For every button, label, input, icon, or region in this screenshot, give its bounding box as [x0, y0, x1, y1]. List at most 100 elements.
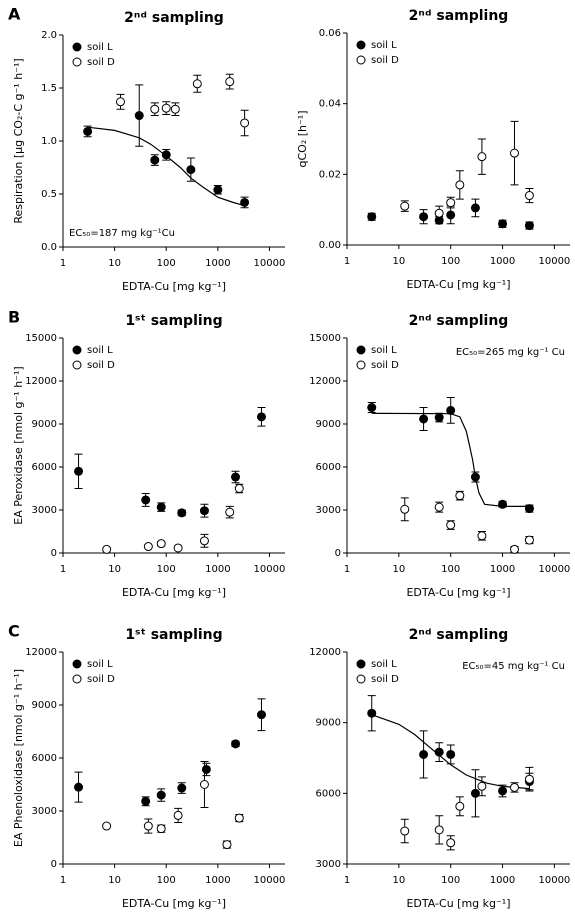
data-point — [213, 185, 223, 195]
y-tick-label: 0 — [51, 859, 57, 870]
y-tick-label: 2.0 — [41, 30, 57, 41]
y-tick-label: 9000 — [316, 718, 341, 729]
x-tick-label: 1 — [60, 875, 66, 886]
y-axis-title: Respiration [µg CO₂-C g⁻¹ h⁻¹] — [12, 58, 25, 223]
x-tick-label: 1000 — [205, 258, 230, 269]
annotation: EC₅₀=187 mg kg⁻¹Cu — [69, 228, 175, 239]
data-point — [161, 103, 171, 113]
x-tick-label: 10000 — [538, 564, 570, 575]
data-point — [199, 506, 209, 516]
chart-title: 1ˢᵗ sampling — [125, 627, 222, 643]
data-point — [446, 838, 456, 848]
data-point — [156, 502, 166, 512]
legend-marker — [356, 40, 366, 50]
legend-label: soil L — [87, 345, 113, 356]
data-point — [143, 542, 153, 552]
chart-title: 2ⁿᵈ sampling — [409, 8, 509, 24]
panel: B 1ˢᵗ sampling EDTA-Cu [mg kg⁻¹] EA Peroxid… — [8, 308, 285, 600]
x-axis-title: EDTA-Cu [mg kg⁻¹] — [406, 586, 510, 599]
legend-marker — [72, 360, 82, 370]
data-point — [156, 539, 166, 549]
data-point — [446, 198, 456, 208]
legend-label: soil D — [87, 57, 115, 68]
data-point — [177, 508, 187, 518]
data-point — [156, 824, 166, 834]
legend-label: soil L — [371, 40, 397, 51]
data-point — [419, 212, 429, 222]
legend-marker — [72, 57, 82, 67]
data-point — [256, 412, 266, 422]
chart-title: 2ⁿᵈ sampling — [409, 313, 509, 329]
data-point — [173, 543, 183, 553]
panel-label: C — [8, 622, 20, 641]
y-tick-label: 9000 — [316, 419, 341, 430]
x-tick-label: 1000 — [490, 564, 515, 575]
x-tick-label: 10 — [108, 258, 121, 269]
data-point — [524, 191, 534, 201]
data-point — [477, 781, 487, 791]
y-tick-label: 12000 — [309, 647, 341, 658]
data-point — [367, 403, 377, 413]
x-tick-label: 10000 — [254, 875, 286, 886]
data-point — [115, 97, 125, 107]
x-tick-label: 10 — [392, 875, 405, 886]
data-point — [225, 77, 235, 87]
x-axis-title: EDTA-Cu [mg kg⁻¹] — [406, 278, 510, 291]
data-point — [446, 210, 456, 220]
data-point — [367, 212, 377, 222]
data-point — [150, 104, 160, 114]
y-tick-label: 12000 — [25, 647, 57, 658]
data-point — [74, 782, 84, 792]
x-axis-title: EDTA-Cu [mg kg⁻¹] — [122, 280, 226, 293]
x-tick-label: 1000 — [490, 256, 515, 267]
panel: 2ⁿᵈ sampling EDTA-Cu [mg kg⁻¹] 0 3000 6000 90… — [309, 313, 570, 599]
legend-label: soil D — [87, 360, 115, 371]
data-point — [134, 111, 144, 121]
data-point — [400, 826, 410, 836]
data-point — [477, 152, 487, 162]
legend-marker — [356, 345, 366, 355]
x-tick-label: 1000 — [205, 564, 230, 575]
y-tick-label: 0.06 — [319, 28, 341, 39]
x-tick-label: 10 — [108, 564, 121, 575]
y-tick-label: 6000 — [32, 753, 57, 764]
data-point — [446, 520, 456, 530]
y-tick-label: 12000 — [309, 376, 341, 387]
y-axis-title: EA Peroxidase [nmol g⁻¹ h⁻¹] — [12, 366, 25, 524]
x-tick-label: 1000 — [205, 875, 230, 886]
data-point — [498, 786, 508, 796]
legend-marker — [72, 345, 82, 355]
y-tick-label: 6000 — [32, 462, 57, 473]
legend-label: soil L — [87, 659, 113, 670]
data-point — [231, 739, 241, 749]
y-axis-title: EA Phenoloxidase [nmol g⁻¹ h⁻¹] — [12, 669, 25, 847]
data-point — [74, 466, 84, 476]
data-point — [141, 495, 151, 505]
data-point — [201, 764, 211, 774]
y-tick-label: 15000 — [309, 333, 341, 344]
data-point — [498, 219, 508, 229]
data-point — [455, 491, 465, 501]
y-tick-label: 6000 — [316, 462, 341, 473]
x-axis-title: EDTA-Cu [mg kg⁻¹] — [122, 586, 226, 599]
x-tick-label: 1000 — [490, 875, 515, 886]
data-point — [150, 155, 160, 165]
x-tick-label: 10000 — [538, 875, 570, 886]
y-tick-label: 0.00 — [319, 240, 341, 251]
y-tick-label: 1.5 — [41, 83, 57, 94]
data-point — [192, 79, 202, 89]
data-point — [161, 150, 171, 160]
y-tick-label: 1.0 — [41, 136, 57, 147]
x-tick-label: 10000 — [254, 258, 286, 269]
data-point — [455, 801, 465, 811]
panel: C 1ˢᵗ sampling EDTA-Cu [mg kg⁻¹] EA Phenolo… — [8, 622, 285, 911]
fit-curve — [371, 412, 530, 507]
data-point — [234, 813, 244, 823]
y-tick-label: 3000 — [32, 505, 57, 516]
x-tick-label: 1 — [344, 564, 350, 575]
y-tick-label: 0.02 — [319, 169, 341, 180]
data-point — [143, 821, 153, 831]
data-point — [186, 165, 196, 175]
data-point — [434, 825, 444, 835]
data-point — [231, 472, 241, 482]
